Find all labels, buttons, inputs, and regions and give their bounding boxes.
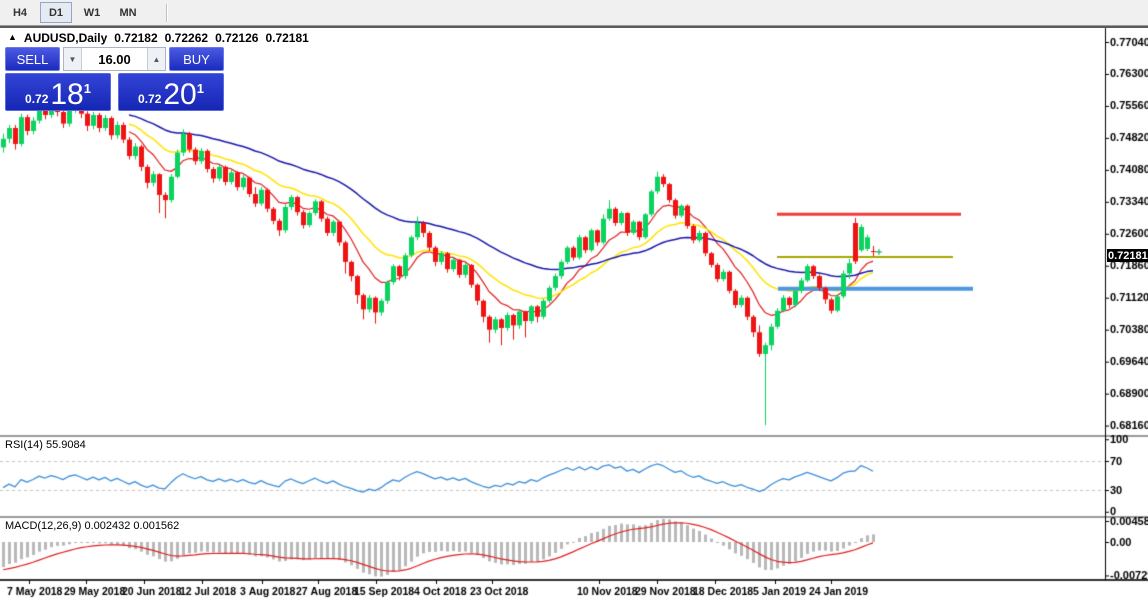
quote-close: 0.72181 <box>265 31 309 45</box>
volume-spinner-icon[interactable]: ▲ <box>147 48 165 70</box>
volume-combo: ▼ 16.00 ▲ <box>63 47 166 71</box>
sell-button[interactable]: SELL <box>5 47 60 71</box>
sell-price-box[interactable]: 0.72 18 1 <box>5 73 111 111</box>
volume-dropdown-icon[interactable]: ▼ <box>64 48 82 70</box>
quote-low: 0.72126 <box>215 31 259 45</box>
timeframe-button-h4[interactable]: H4 <box>12 6 28 19</box>
toolbar-separator <box>166 3 168 22</box>
timeframe-button-w1[interactable]: W1 <box>83 6 101 19</box>
quote-open: 0.72182 <box>114 31 158 45</box>
buy-price-base: 0.72 <box>138 92 162 106</box>
buy-price-box[interactable]: 0.72 20 1 <box>118 73 224 111</box>
timeframe-toolbar: H4 D1 W1 MN <box>0 0 1148 26</box>
macd-label: MACD(12,26,9) 0.002432 0.001562 <box>5 520 180 532</box>
quote-header: ▲ AUDUSD,Daily 0.72182 0.72262 0.72126 0… <box>8 31 309 45</box>
quote-high: 0.72262 <box>164 31 209 45</box>
current-price-tag: 0.72181 <box>1107 249 1148 262</box>
sell-price-big: 18 <box>50 78 84 111</box>
symbol-label: AUDUSD,Daily <box>23 31 108 45</box>
one-click-trading-widget: SELL ▼ 16.00 ▲ BUY 0.72 18 1 0.72 20 1 <box>5 47 224 111</box>
buy-price-sup: 1 <box>196 81 204 96</box>
collapse-triangle-icon[interactable]: ▲ <box>8 32 17 42</box>
sell-price-sup: 1 <box>83 81 91 96</box>
timeframe-button-d1[interactable]: D1 <box>40 2 72 23</box>
volume-field[interactable]: 16.00 <box>82 48 147 70</box>
buy-price-big: 20 <box>163 78 197 111</box>
timeframe-button-mn[interactable]: MN <box>119 6 137 19</box>
rsi-label: RSI(14) 55.9084 <box>5 439 86 451</box>
sell-price-base: 0.72 <box>25 92 49 106</box>
buy-button[interactable]: BUY <box>169 47 224 71</box>
